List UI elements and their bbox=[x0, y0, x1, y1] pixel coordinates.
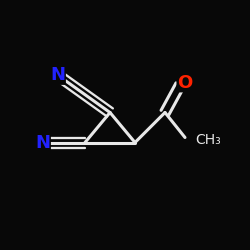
Text: CH₃: CH₃ bbox=[195, 133, 221, 147]
Text: N: N bbox=[35, 134, 50, 152]
Text: O: O bbox=[178, 74, 192, 92]
Text: N: N bbox=[50, 66, 65, 84]
